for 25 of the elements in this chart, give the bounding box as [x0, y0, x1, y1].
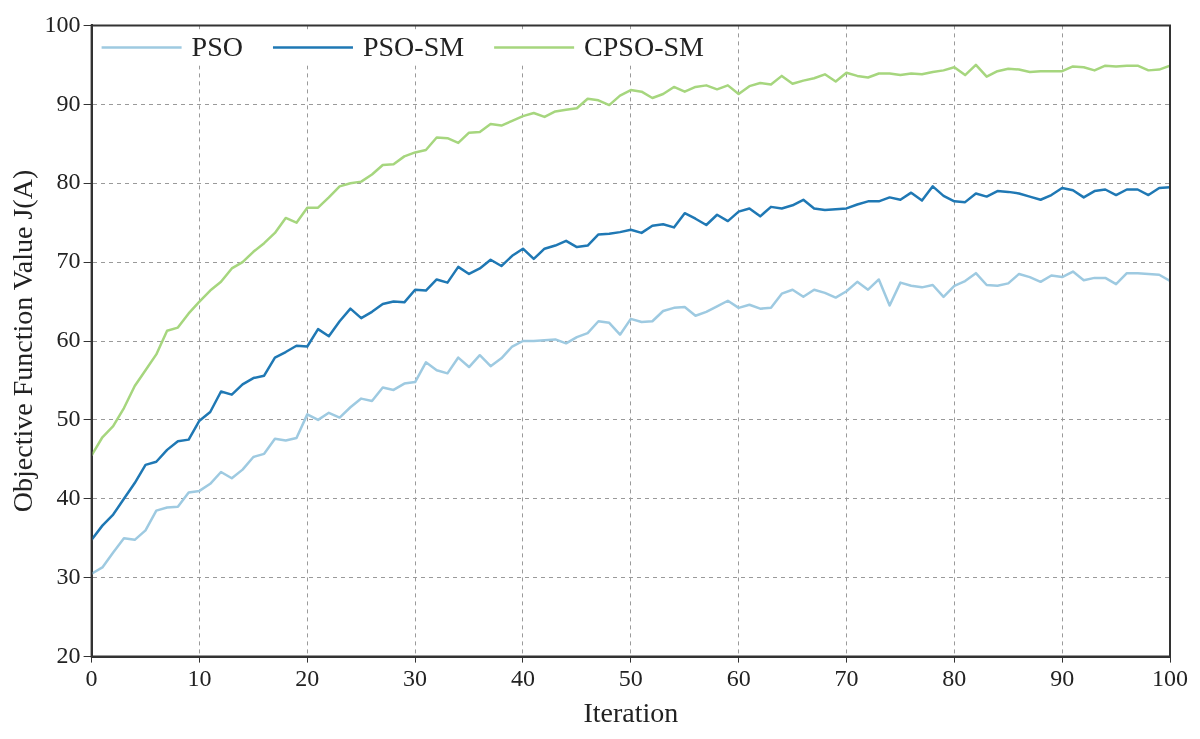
- y-tick-label: 30: [56, 563, 81, 589]
- y-tick-label: 50: [56, 405, 81, 432]
- y-tick-label: 100: [44, 10, 81, 37]
- x-tick-label: 0: [85, 665, 98, 692]
- x-tick-label: 10: [187, 665, 212, 692]
- x-tick-label: 80: [942, 665, 967, 692]
- legend-label: PSO: [191, 30, 243, 62]
- x-tick-label: 30: [403, 665, 428, 692]
- x-tick-label: 90: [1050, 665, 1075, 692]
- x-tick-label: 40: [510, 665, 535, 692]
- x-tick-label: 20: [295, 665, 320, 692]
- y-tick-label: 40: [56, 484, 81, 511]
- x-axis-title: Iteration: [583, 696, 679, 728]
- x-tick-label: 100: [1152, 665, 1188, 692]
- x-tick-label: 50: [618, 665, 643, 692]
- y-tick-label: 60: [56, 326, 81, 353]
- y-tick-label: 90: [56, 89, 81, 116]
- legend-label: PSO-SM: [362, 30, 465, 62]
- x-tick-label: 60: [726, 665, 751, 692]
- y-tick-label: 70: [56, 247, 81, 274]
- y-axis-title: Objective Function Value J(A): [7, 169, 39, 513]
- y-tick-label: 80: [56, 168, 81, 195]
- y-tick-label: 20: [56, 641, 81, 668]
- legend-label: CPSO-SM: [584, 30, 705, 62]
- x-tick-label: 70: [834, 665, 859, 692]
